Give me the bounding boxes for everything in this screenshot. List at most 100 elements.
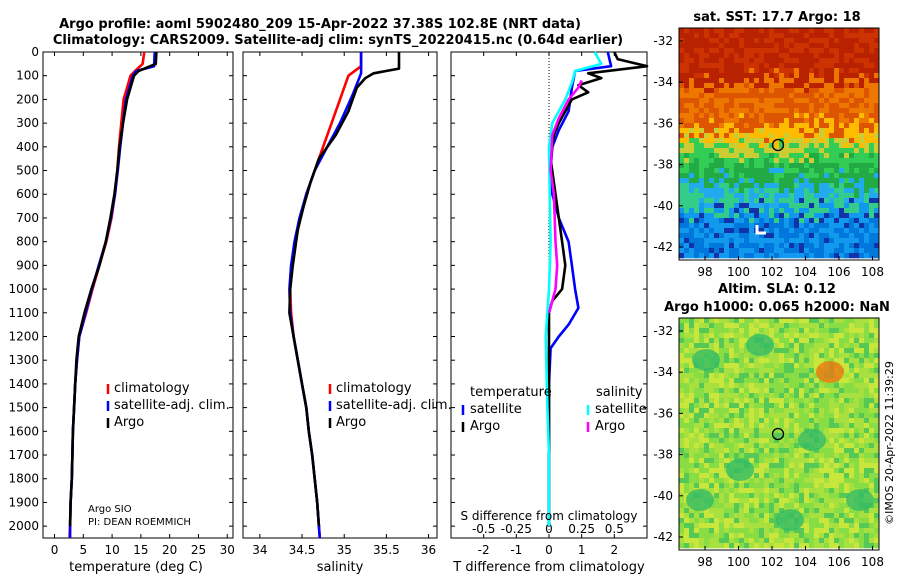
map-cell: [754, 448, 760, 454]
map-cell: [699, 393, 705, 399]
map-cell: [874, 208, 880, 214]
map-cell: [804, 53, 810, 59]
map-cell: [764, 113, 770, 119]
map-cell: [804, 493, 810, 499]
map-cell: [869, 473, 875, 479]
map-cell: [764, 83, 770, 89]
map-cell: [829, 453, 835, 459]
map-cell: [809, 453, 815, 459]
map-cell: [744, 378, 750, 384]
map-cell: [774, 388, 780, 394]
map-cell: [849, 418, 855, 424]
map-cell: [699, 163, 705, 169]
map-cell: [849, 323, 855, 329]
map-cell: [824, 448, 830, 454]
map-cell: [774, 178, 780, 184]
argo-location-marker: [771, 427, 785, 441]
map-cell: [854, 123, 860, 129]
map-cell: [874, 48, 880, 54]
map-cell: [784, 498, 790, 504]
map-cell: [829, 188, 835, 194]
map-cell: [684, 543, 690, 549]
map-cell: [794, 528, 800, 534]
map-cell: [764, 388, 770, 394]
map-cell: [824, 458, 830, 464]
map-cell: [829, 223, 835, 229]
map-cell: [704, 468, 710, 474]
map-cell: [754, 423, 760, 429]
map-cell: [694, 318, 700, 324]
map-cell: [774, 403, 780, 409]
map-cell: [824, 248, 830, 254]
map-cell: [694, 168, 700, 174]
map-cell: [774, 33, 780, 39]
map-cell: [809, 238, 815, 244]
map-cell: [719, 528, 725, 534]
map-cell: [814, 173, 820, 179]
map-cell: [739, 168, 745, 174]
map-cell: [709, 28, 715, 34]
map-cell: [844, 153, 850, 159]
map-cell: [839, 58, 845, 64]
map-cell: [799, 378, 805, 384]
map-cell: [729, 218, 735, 224]
map-cell: [779, 393, 785, 399]
map-cell: [694, 468, 700, 474]
map-cell: [749, 453, 755, 459]
map-cell: [699, 63, 705, 69]
map-cell: [694, 513, 700, 519]
map-cell: [869, 123, 875, 129]
map-cell: [794, 393, 800, 399]
map-cell: [864, 58, 870, 64]
map-cell: [819, 248, 825, 254]
map-cell: [719, 73, 725, 79]
map-cell: [759, 363, 765, 369]
map-cell: [749, 493, 755, 499]
map-cell: [839, 483, 845, 489]
map-cell: [679, 148, 685, 154]
map-cell: [859, 438, 865, 444]
map-cell: [704, 518, 710, 524]
map-cell: [759, 223, 765, 229]
map-cell: [814, 338, 820, 344]
map-cell: [764, 253, 770, 259]
map-cell: [704, 223, 710, 229]
map-cell: [859, 233, 865, 239]
map-cell: [734, 443, 740, 449]
map-cell: [784, 443, 790, 449]
map-cell: [779, 398, 785, 404]
map-cell: [719, 423, 725, 429]
map-cell: [809, 388, 815, 394]
map-cell: [769, 443, 775, 449]
map-cell: [694, 108, 700, 114]
map-cell: [839, 168, 845, 174]
map-cell: [734, 318, 740, 324]
map-cell: [739, 28, 745, 34]
map-cell: [849, 218, 855, 224]
map-cell: [774, 128, 780, 134]
map-cell: [684, 93, 690, 99]
map-cell: [804, 368, 810, 374]
map-cell: [859, 223, 865, 229]
map-cell: [729, 168, 735, 174]
map-cell: [794, 418, 800, 424]
map-cell: [814, 393, 820, 399]
map-cell: [789, 123, 795, 129]
map-cell: [794, 433, 800, 439]
map-cell: [724, 108, 730, 114]
map-cell: [864, 438, 870, 444]
map-cell: [774, 458, 780, 464]
map-cell: [804, 183, 810, 189]
map-cell: [779, 418, 785, 424]
map-cell: [804, 538, 810, 544]
map-cell: [729, 113, 735, 119]
map-cell: [779, 78, 785, 84]
map-cell: [759, 93, 765, 99]
map-cell: [844, 118, 850, 124]
map-cell: [764, 238, 770, 244]
map-cell: [694, 403, 700, 409]
map-cell: [679, 358, 685, 364]
map-cell: [864, 138, 870, 144]
map-cell: [689, 408, 695, 414]
map-cell: [704, 433, 710, 439]
